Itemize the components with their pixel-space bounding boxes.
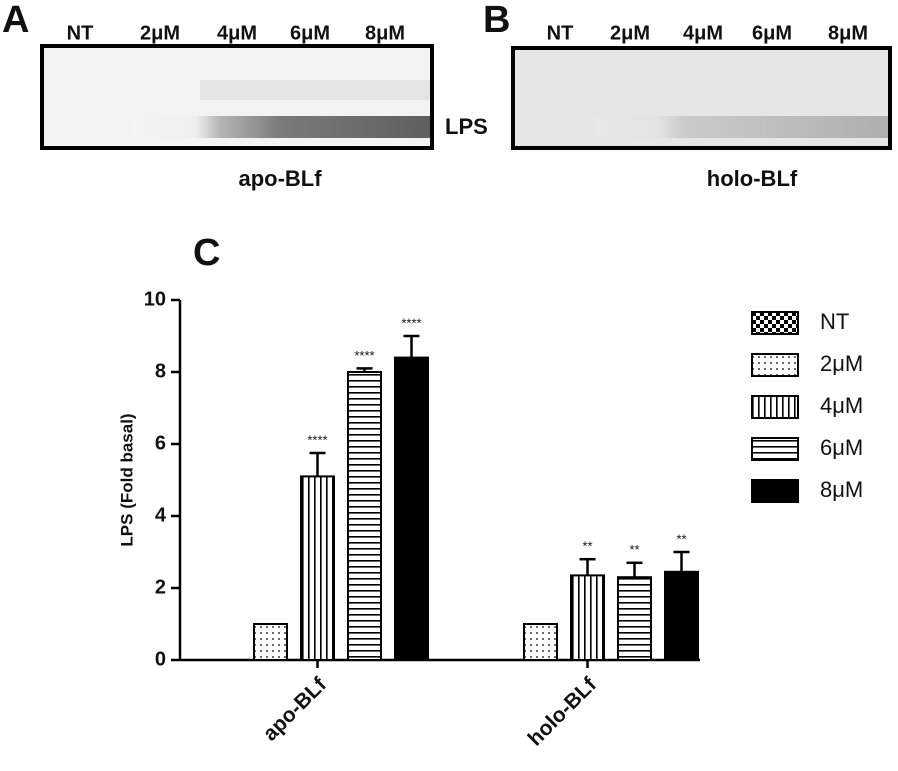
gel-smear bbox=[200, 80, 430, 100]
bar bbox=[570, 574, 605, 662]
bar bbox=[347, 371, 382, 661]
panel-label: A bbox=[2, 0, 29, 41]
significance: **** bbox=[401, 315, 421, 330]
gel-caption: apo-BLf bbox=[238, 166, 322, 191]
panel-label: B bbox=[483, 0, 510, 41]
bar bbox=[253, 623, 288, 661]
legend-label: 8μM bbox=[820, 477, 863, 502]
legend-label: NT bbox=[820, 309, 849, 334]
y-tick-label: 4 bbox=[155, 504, 167, 526]
lane-label: 6μM bbox=[752, 22, 792, 44]
panel-label: C bbox=[193, 232, 220, 274]
bar bbox=[394, 356, 429, 661]
legend-swatch bbox=[751, 395, 799, 419]
significance: ** bbox=[676, 531, 686, 546]
lane-label: 8μM bbox=[828, 22, 868, 44]
x-tick-label: holo-BLf bbox=[524, 672, 602, 750]
y-tick-label: 10 bbox=[144, 288, 166, 310]
gel-a bbox=[40, 44, 434, 150]
legend-swatch bbox=[751, 437, 799, 461]
lane-label: 2μM bbox=[140, 22, 180, 44]
gel-b bbox=[511, 46, 892, 150]
y-tick-label: 6 bbox=[155, 432, 166, 454]
bar bbox=[300, 475, 335, 661]
y-tick-label: 8 bbox=[155, 360, 166, 382]
legend-label: 6μM bbox=[820, 435, 863, 460]
significance: ** bbox=[629, 542, 639, 557]
legend-swatch bbox=[751, 479, 799, 503]
y-tick-label: 2 bbox=[155, 576, 166, 598]
x-tick-label: apo-BLf bbox=[259, 672, 332, 745]
gel-band bbox=[130, 116, 430, 138]
legend-swatch bbox=[751, 353, 799, 377]
gel-band bbox=[595, 116, 888, 138]
bar bbox=[617, 576, 652, 662]
lane-label: 4μM bbox=[683, 22, 723, 44]
lane-label: NT bbox=[547, 22, 574, 44]
gel-frame bbox=[511, 46, 892, 150]
y-tick-label: 0 bbox=[155, 648, 166, 670]
lane-label: NT bbox=[67, 22, 94, 44]
significance: **** bbox=[307, 432, 327, 447]
bar bbox=[664, 570, 699, 661]
gel-frame bbox=[40, 44, 434, 150]
lane-label: 2μM bbox=[610, 22, 650, 44]
significance: ** bbox=[582, 539, 592, 554]
band-label: LPS bbox=[445, 114, 488, 139]
lane-label: 8μM bbox=[365, 22, 405, 44]
legend-label: 4μM bbox=[820, 393, 863, 418]
bar bbox=[523, 623, 558, 661]
significance: **** bbox=[354, 348, 374, 363]
legend-swatch bbox=[751, 311, 799, 335]
gel-caption: holo-BLf bbox=[707, 166, 798, 191]
y-axis-label: LPS (Fold basal) bbox=[117, 413, 136, 546]
lane-label: 4μM bbox=[217, 22, 257, 44]
legend-label: 2μM bbox=[820, 351, 863, 376]
lane-label: 6μM bbox=[290, 22, 330, 44]
